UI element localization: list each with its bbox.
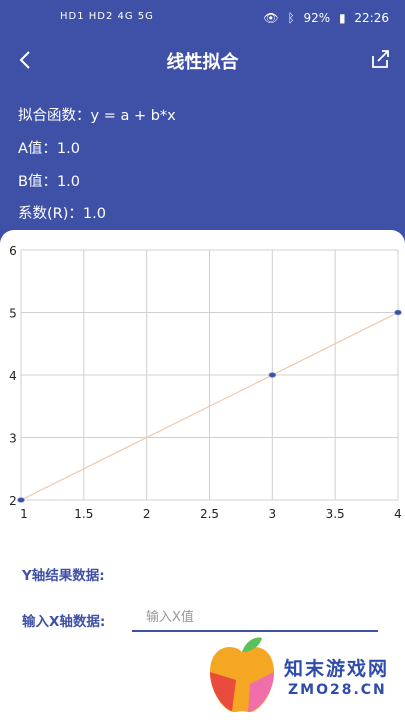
battery-percent: 92% <box>303 11 331 25</box>
x-tick-label: 2 <box>143 507 151 521</box>
back-icon[interactable] <box>14 46 38 74</box>
a-value-text: A值：1.0 <box>18 141 80 157</box>
bluetooth-icon: ᛒ <box>287 11 295 25</box>
watermark: 知末游戏网 ZMO28.CN <box>202 630 402 718</box>
fit-chart: 1 1.5 2 2.5 3 3.5 4 2 3 4 5 6 <box>9 244 402 521</box>
fit-function-text: 拟合函数：y = a + b*x <box>18 108 176 124</box>
data-point <box>268 372 277 378</box>
x-value-input[interactable] <box>132 604 378 632</box>
x-tick-label: 2.5 <box>200 507 219 521</box>
x-input-label: 输入X轴数据: <box>22 614 106 630</box>
apple-logo-icon <box>210 637 274 713</box>
r-value-text: 系数(R)：1.0 <box>18 206 106 222</box>
watermark-subtitle: ZMO28.CN <box>288 682 387 698</box>
x-tick-label: 1.5 <box>74 507 93 521</box>
fit-line <box>20 311 399 501</box>
header: HD1 HD2 4G 5G 👁 ᛒ 92% ▮ 22:26 线性拟合 拟合函数：… <box>0 0 405 250</box>
y-tick-label: 5 <box>9 307 17 321</box>
status-right: 👁 ᛒ 92% ▮ 22:26 <box>258 11 389 25</box>
y-tick-label: 3 <box>9 432 17 446</box>
watermark-title: 知末游戏网 <box>284 658 390 680</box>
clock: 22:26 <box>354 11 389 25</box>
x-tick-label: 3 <box>269 507 277 521</box>
eye-icon: 👁 <box>263 11 279 25</box>
y-tick-label: 4 <box>9 369 17 383</box>
x-tick-label: 3.5 <box>326 507 345 521</box>
chart-card: 1 1.5 2 2.5 3 3.5 4 2 3 4 5 6 <box>0 230 405 530</box>
battery-icon: ▮ <box>338 11 346 25</box>
status-bar: HD1 HD2 4G 5G 👁 ᛒ 92% ▮ 22:26 <box>0 8 405 30</box>
nav-bar: 线性拟合 <box>0 42 405 80</box>
data-point <box>394 309 402 316</box>
x-tick-label: 1 <box>20 507 28 521</box>
data-point <box>17 497 25 503</box>
y-tick-label: 6 <box>9 244 17 258</box>
signal-indicators: HD1 HD2 4G 5G <box>60 11 154 22</box>
y-result-label: Y轴结果数据: <box>22 568 105 584</box>
share-icon[interactable] <box>369 48 391 70</box>
y-tick-label: 2 <box>9 494 17 508</box>
page-title: 线性拟合 <box>166 52 239 73</box>
b-value-text: B值：1.0 <box>18 174 81 190</box>
x-tick-label: 4 <box>394 507 402 521</box>
